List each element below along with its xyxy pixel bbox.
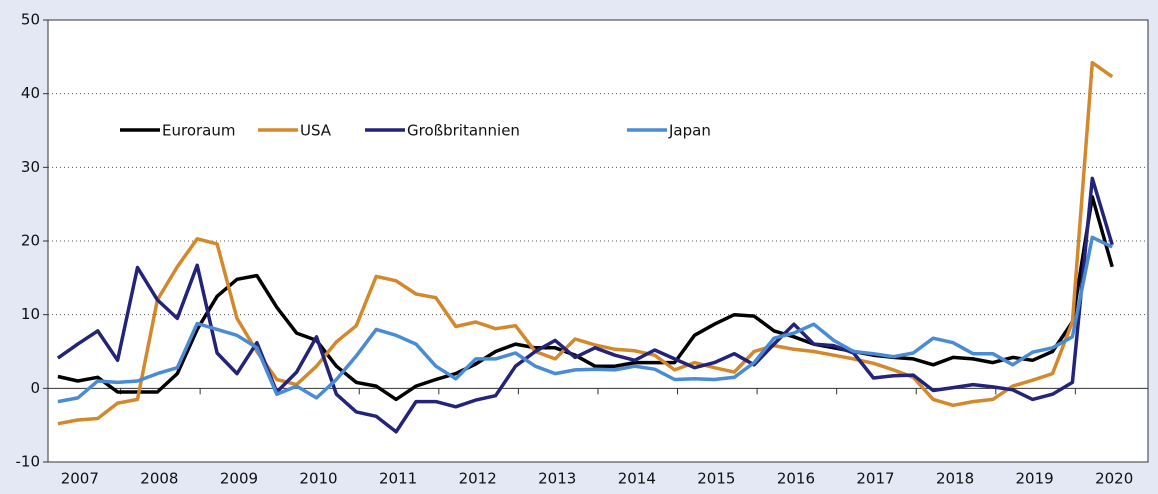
legend-label: Großbritannien (407, 122, 520, 140)
y-tick-label: 10 (21, 305, 40, 323)
y-tick-label: 30 (21, 158, 40, 176)
x-tick-label: 2017 (856, 470, 894, 488)
y-tick-label: 0 (30, 379, 40, 397)
x-tick-label: 2018 (936, 470, 974, 488)
x-tick-label: 2016 (777, 470, 815, 488)
x-tick-label: 2014 (618, 470, 656, 488)
legend-label: USA (300, 122, 332, 140)
x-tick-label: 2010 (299, 470, 337, 488)
x-tick-label: 2007 (61, 470, 99, 488)
x-tick-label: 2011 (379, 470, 417, 488)
y-tick-label: -10 (16, 453, 41, 471)
x-tick-label: 2012 (459, 470, 497, 488)
x-tick-label: 2020 (1095, 470, 1133, 488)
y-tick-label: 20 (21, 232, 40, 250)
data-line (57, 60, 1114, 426)
data-line (57, 195, 1114, 402)
data-line (57, 235, 1113, 404)
y-tick-label: 40 (21, 84, 40, 102)
legend-label: Euroraum (162, 122, 235, 140)
x-tick-label: 2008 (140, 470, 178, 488)
data-line (56, 176, 1114, 434)
x-tick-label: 2013 (538, 470, 576, 488)
legend-label: Japan (668, 122, 711, 140)
x-tick-label: 2015 (697, 470, 735, 488)
x-tick-label: 2009 (220, 470, 258, 488)
y-tick-label: 50 (21, 11, 40, 29)
x-tick-label: 2019 (1016, 470, 1054, 488)
